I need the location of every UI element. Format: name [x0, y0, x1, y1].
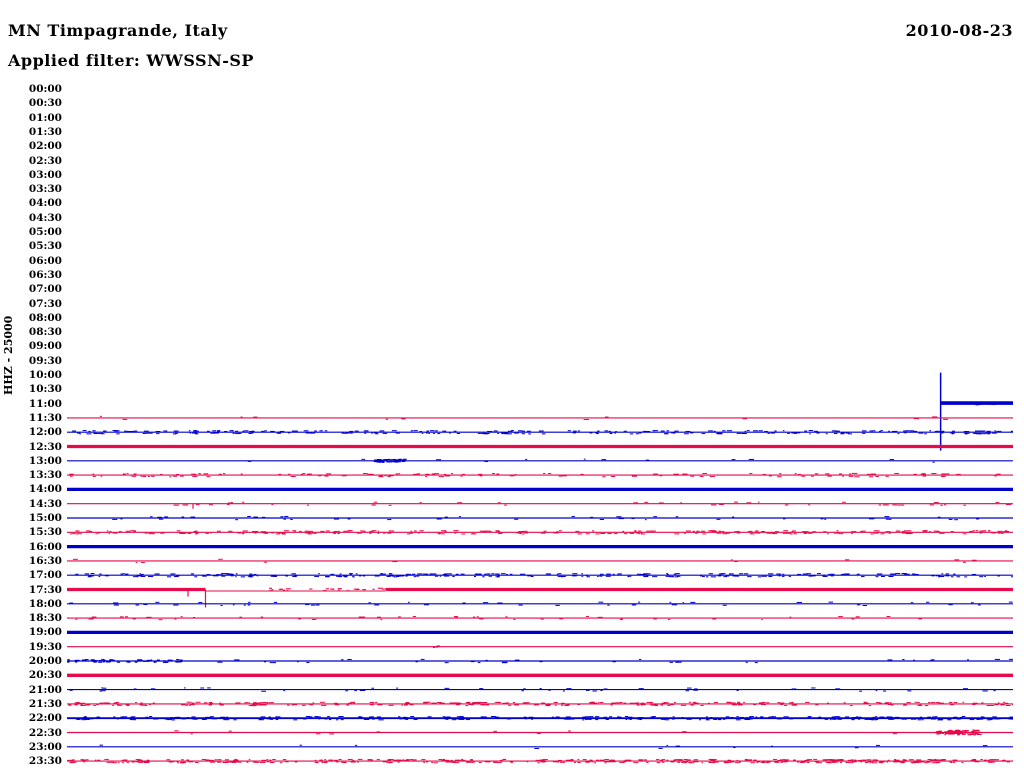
time-label: 02:30 [28, 154, 62, 167]
time-label: 13:30 [28, 469, 62, 482]
time-label: 15:00 [28, 512, 62, 524]
station-title: MN Timpagrande, Italy [8, 21, 228, 40]
time-label: 12:00 [28, 426, 62, 439]
applied-filter-label: Applied filter: WWSSN-SP [8, 51, 254, 70]
time-label: 09:00 [28, 340, 62, 353]
time-label: 22:00 [28, 712, 62, 725]
time-label: 11:00 [28, 397, 62, 410]
time-label: 12:30 [28, 440, 62, 453]
time-label: 11:30 [28, 411, 62, 424]
time-label: 08:30 [28, 326, 62, 339]
time-label: 00:00 [28, 83, 62, 95]
time-label: 17:30 [28, 583, 62, 596]
time-label: 21:30 [28, 697, 62, 710]
time-label: 03:30 [28, 183, 62, 196]
time-label: 21:00 [28, 683, 62, 696]
time-label: 04:30 [28, 211, 62, 224]
time-label: 18:30 [28, 612, 62, 625]
time-label: 15:30 [28, 526, 62, 539]
time-label: 07:30 [28, 297, 62, 310]
time-label: 10:00 [28, 369, 62, 381]
time-label: 23:30 [28, 755, 62, 768]
time-label: 10:30 [28, 383, 62, 396]
time-label: 01:00 [28, 111, 62, 124]
time-label: 14:00 [28, 483, 62, 496]
time-label: 19:00 [28, 626, 62, 639]
time-label: 03:00 [28, 168, 62, 181]
time-label: 20:30 [28, 669, 62, 682]
time-label: 18:00 [28, 597, 62, 610]
time-label: 14:30 [28, 497, 62, 510]
time-label: 16:30 [28, 554, 62, 567]
time-label: 08:00 [28, 311, 62, 324]
time-label: 04:00 [28, 197, 62, 210]
time-label: 07:00 [28, 283, 62, 296]
time-label: 19:30 [28, 640, 62, 653]
time-label: 05:30 [28, 240, 62, 253]
time-label: 22:30 [28, 726, 62, 739]
time-label: 06:00 [28, 254, 62, 267]
time-label: 23:00 [28, 740, 62, 753]
date-label: 2010-08-23 [905, 21, 1013, 40]
time-label: 09:30 [28, 354, 62, 367]
time-label: 01:30 [28, 125, 62, 138]
time-label: 17:00 [28, 569, 62, 582]
time-label: 06:30 [28, 268, 62, 281]
time-label: 02:00 [28, 140, 62, 153]
time-label: 13:00 [28, 454, 62, 467]
time-label: 20:00 [28, 655, 62, 667]
time-label: 16:00 [28, 540, 62, 553]
time-label: 00:30 [28, 97, 62, 110]
time-label: 05:00 [28, 226, 62, 238]
